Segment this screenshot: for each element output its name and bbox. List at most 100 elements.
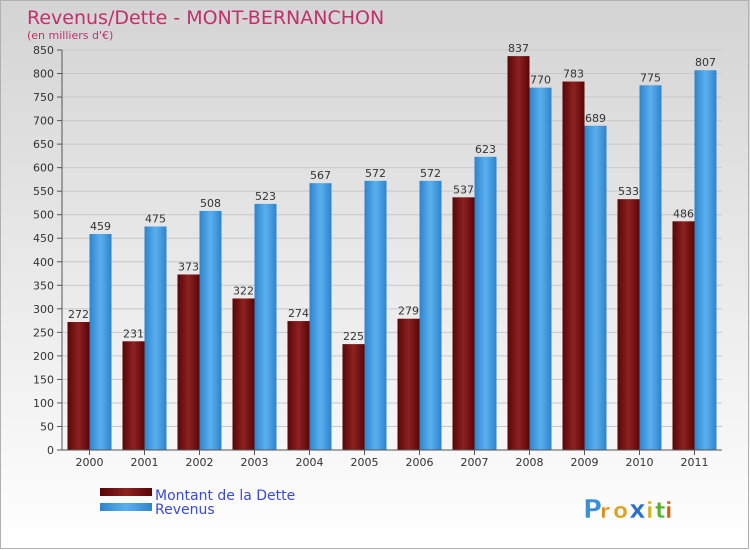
chart-subtitle: (en milliers d'€) (27, 29, 113, 42)
bar-revenus (89, 234, 112, 450)
x-tick-label: 2008 (516, 456, 544, 469)
logo-letter: P (583, 495, 602, 525)
x-tick-label: 2004 (296, 456, 324, 469)
chart-title: Revenus/Dette - MONT-BERNANCHON (27, 7, 384, 29)
y-tick-label: 350 (33, 279, 54, 292)
bar-revenus (199, 210, 222, 450)
logo-letter: i (646, 499, 654, 524)
y-tick-label: 400 (33, 256, 54, 269)
logo-letter: o (613, 499, 628, 524)
x-tick-label: 2007 (461, 456, 489, 469)
legend-swatch-debt (100, 488, 152, 496)
data-label: 523 (255, 190, 276, 203)
bar-revenus (639, 85, 662, 450)
x-tick-label: 2001 (131, 456, 159, 469)
x-tick-label: 2009 (571, 456, 599, 469)
legend-label-revenus: Revenus (155, 502, 215, 518)
data-label: 274 (288, 307, 309, 320)
y-tick-label: 450 (33, 232, 54, 245)
data-label: 322 (233, 284, 254, 297)
legend-label-debt: Montant de la Dette (155, 488, 295, 504)
y-tick-label: 650 (33, 138, 54, 151)
y-tick-label: 0 (47, 444, 54, 457)
y-tick-label: 300 (33, 303, 54, 316)
data-label: 837 (508, 42, 529, 55)
y-tick-label: 700 (33, 115, 54, 128)
legend-swatch-revenus (100, 503, 152, 511)
bar-dette (122, 341, 145, 450)
bar-dette (232, 298, 255, 450)
data-label: 775 (640, 71, 661, 84)
bar-revenus (529, 87, 552, 450)
bar-dette (507, 56, 530, 450)
data-label: 475 (145, 212, 166, 225)
bar-revenus (584, 125, 607, 450)
data-label: 533 (618, 185, 639, 198)
data-label: 770 (530, 74, 551, 87)
x-tick-label: 2003 (241, 456, 269, 469)
y-tick-label: 50 (40, 420, 54, 433)
data-label: 272 (68, 308, 89, 321)
y-tick-label: 750 (33, 91, 54, 104)
data-label: 807 (695, 56, 716, 69)
bar-dette (452, 197, 475, 450)
y-axis: 0 50 100 150 200 250 300 350 400 450 500 550 600 650 7… (33, 44, 63, 457)
x-tick-label: 2010 (626, 456, 654, 469)
y-tick-label: 250 (33, 326, 54, 339)
bar-dette (67, 322, 90, 450)
bar-dette (617, 199, 640, 450)
data-label: 537 (453, 183, 474, 196)
data-label: 508 (200, 197, 221, 210)
bars-layer (67, 56, 717, 451)
data-label: 567 (310, 169, 331, 182)
y-tick-label: 150 (33, 373, 54, 386)
data-label: 572 (420, 167, 441, 180)
y-tick-label: 200 (33, 350, 54, 363)
data-label: 783 (563, 68, 584, 81)
data-label: 689 (585, 112, 606, 125)
bar-dette (342, 344, 365, 450)
data-label: 231 (123, 327, 144, 340)
bar-revenus (144, 226, 167, 450)
bar-dette (287, 321, 310, 450)
bar-dette (177, 274, 200, 450)
data-label: 225 (343, 330, 364, 343)
logo-letter: i (665, 499, 673, 524)
data-label: 459 (90, 220, 111, 233)
x-tick-label: 2005 (351, 456, 379, 469)
y-tick-label: 850 (33, 44, 54, 57)
x-tick-label: 2006 (406, 456, 434, 469)
bar-revenus (364, 180, 387, 450)
y-tick-label: 550 (33, 185, 54, 198)
y-tick-label: 500 (33, 209, 54, 222)
y-tick-label: 600 (33, 162, 54, 175)
data-label: 373 (178, 260, 199, 273)
bar-dette (562, 81, 585, 450)
data-label: 572 (365, 167, 386, 180)
data-label: 279 (398, 305, 419, 318)
y-tick-label: 100 (33, 397, 54, 410)
bar-revenus (309, 183, 332, 451)
bar-revenus (254, 203, 277, 450)
bar-dette (397, 318, 420, 450)
x-axis: 2000 2001 2002 2003 2004 2005 2006 2007 2008 2009… (62, 449, 722, 469)
x-tick-label: 2002 (186, 456, 214, 469)
x-tick-label: 2011 (681, 456, 709, 469)
bar-revenus (474, 156, 497, 450)
logo-letter: t (655, 499, 666, 524)
y-tick-label: 800 (33, 68, 54, 81)
bar-revenus (694, 70, 717, 450)
data-label: 623 (475, 143, 496, 156)
data-label: 486 (673, 207, 694, 220)
proxiti-logo: Pr o x i t i (583, 495, 673, 526)
bar-revenus (419, 180, 442, 450)
x-tick-label: 2000 (76, 456, 104, 469)
data-labels: 272 459 231 475 373 508 322 523 274 567 225 572 279 5… (68, 42, 716, 343)
legend: Montant de la Dette Revenus (100, 488, 295, 518)
logo-letter: x (629, 495, 646, 525)
bar-dette (672, 221, 695, 450)
logo-letter: r (600, 499, 610, 523)
